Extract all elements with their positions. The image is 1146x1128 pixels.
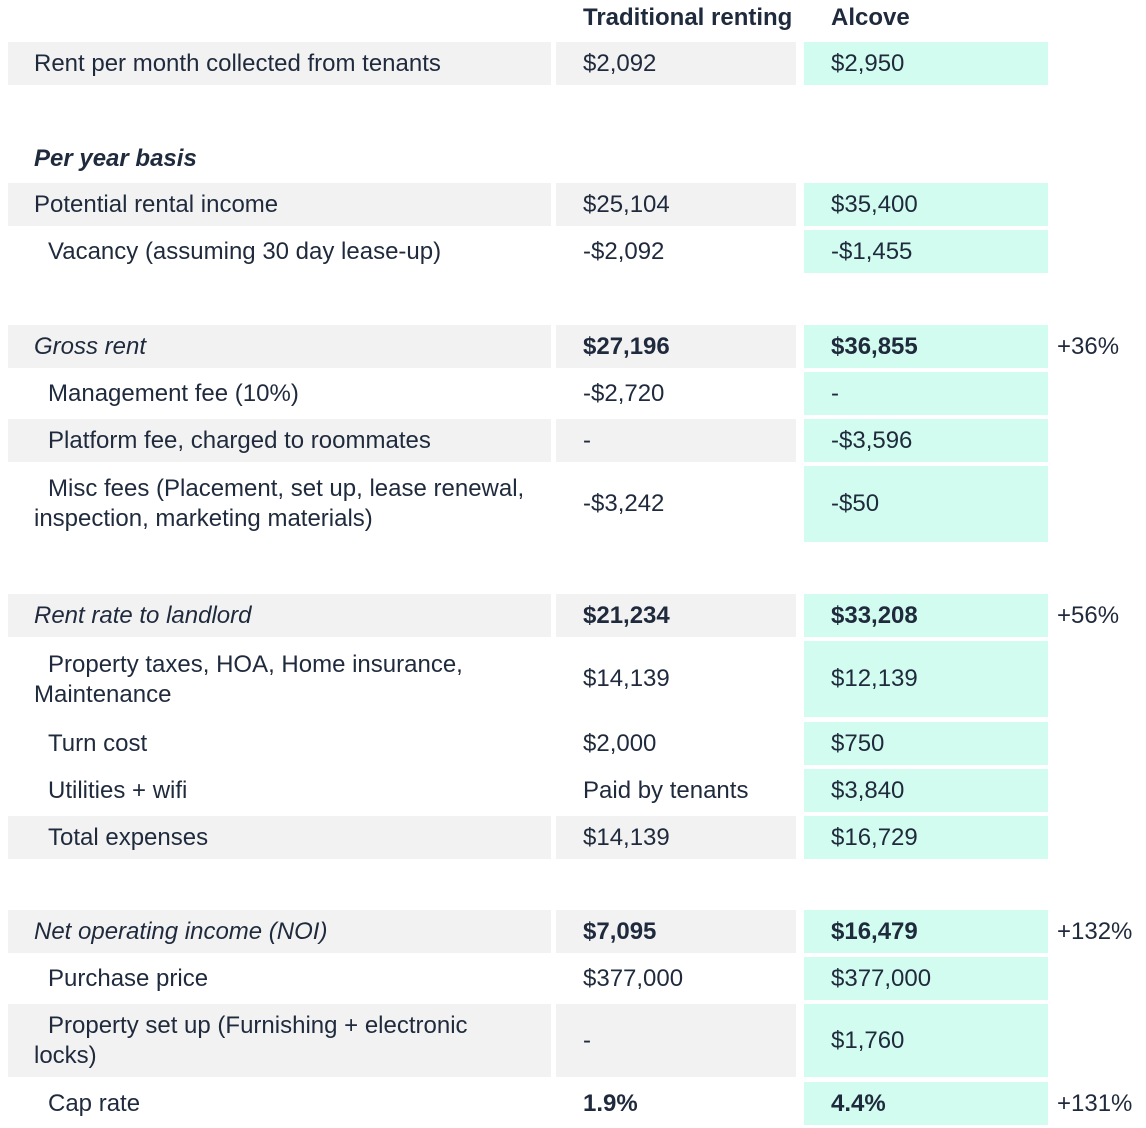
column-header-alcove: Alcove: [831, 4, 910, 31]
traditional-value: -$3,242: [583, 490, 665, 517]
row-label-line2: inspection, marketing materials): [34, 505, 373, 532]
row-label: Misc fees (Placement, set up, lease rene…: [8, 466, 551, 542]
alcove-value: $3,840: [804, 769, 1048, 812]
alcove-value: $33,208: [804, 594, 1048, 637]
row-label-line2: locks): [34, 1042, 97, 1069]
alcove-value: -$3,596: [804, 419, 1048, 462]
table-row-total-expenses: Total expenses $14,139 $16,729: [8, 816, 1138, 859]
row-label: Vacancy (assuming 30 day lease-up): [48, 237, 442, 265]
alcove-value: $35,400: [804, 183, 1048, 226]
table-row-noi: Net operating income (NOI) $7,095 $16,47…: [8, 910, 1138, 953]
row-label: Net operating income (NOI): [8, 910, 551, 953]
change-percent: +132%: [1057, 917, 1133, 945]
table-row-rent-per-month: Rent per month collected from tenants $2…: [8, 42, 1138, 85]
table-row-turn-cost: Turn cost $2,000 $750: [8, 722, 1138, 765]
row-label: Property taxes, HOA, Home insurance, Mai…: [8, 641, 551, 717]
row-label: Management fee (10%): [48, 379, 299, 407]
change-percent: +131%: [1057, 1089, 1133, 1117]
traditional-value: $14,139: [556, 816, 796, 859]
table-row-misc-fees: Misc fees (Placement, set up, lease rene…: [8, 466, 1138, 542]
row-label-line1: Property set up (Furnishing + electronic: [48, 1012, 468, 1039]
alcove-value: $36,855: [804, 325, 1048, 368]
table-row-gross-rent: Gross rent $27,196 $36,855 +36%: [8, 325, 1138, 368]
traditional-value: $2,092: [556, 42, 796, 85]
traditional-value: $14,139: [583, 665, 670, 692]
traditional-value: $25,104: [556, 183, 796, 226]
row-label: Gross rent: [8, 325, 551, 368]
traditional-value: -$2,092: [583, 237, 665, 265]
alcove-value: $377,000: [804, 957, 1048, 1000]
row-label: Platform fee, charged to roommates: [8, 419, 551, 462]
table-row-property-setup: Property set up (Furnishing + electronic…: [8, 1004, 1138, 1077]
row-label-line1: Property taxes, HOA, Home insurance,: [48, 651, 463, 678]
row-label-line1: Misc fees (Placement, set up, lease rene…: [48, 475, 525, 502]
alcove-value: $750: [804, 722, 1048, 765]
row-label: Turn cost: [48, 729, 148, 757]
table-row-property-taxes: Property taxes, HOA, Home insurance, Mai…: [8, 641, 1138, 717]
table-row-potential-income: Potential rental income $25,104 $35,400: [8, 183, 1138, 226]
alcove-value: $16,479: [804, 910, 1048, 953]
table-row-vacancy: Vacancy (assuming 30 day lease-up) -$2,0…: [8, 230, 1138, 273]
alcove-value: $2,950: [804, 42, 1048, 85]
alcove-value: $1,760: [804, 1004, 1048, 1077]
traditional-value: -: [556, 419, 796, 462]
row-label: Property set up (Furnishing + electronic…: [8, 1004, 551, 1077]
column-header-traditional: Traditional renting: [583, 4, 793, 31]
alcove-value: 4.4%: [804, 1082, 1048, 1125]
alcove-value: -$1,455: [804, 230, 1048, 273]
table-row-cap-rate: Cap rate 1.9% 4.4% +131%: [8, 1082, 1138, 1125]
table-row-platform-fee: Platform fee, charged to roommates - -$3…: [8, 419, 1138, 462]
change-percent: +56%: [1057, 601, 1120, 629]
alcove-value: $16,729: [804, 816, 1048, 859]
traditional-value: -$2,720: [583, 379, 665, 407]
row-label: Cap rate: [48, 1089, 141, 1117]
table-row-management-fee: Management fee (10%) -$2,720 -: [8, 372, 1138, 415]
section-title: Per year basis: [34, 145, 197, 172]
traditional-value: $21,234: [556, 594, 796, 637]
row-label: Utilities + wifi: [48, 776, 188, 804]
table-row-rent-to-landlord: Rent rate to landlord $21,234 $33,208 +5…: [8, 594, 1138, 637]
row-label: Purchase price: [48, 964, 209, 992]
traditional-value: Paid by tenants: [583, 776, 749, 804]
table-row-purchase-price: Purchase price $377,000 $377,000: [8, 957, 1138, 1000]
alcove-value: -: [804, 372, 1048, 415]
change-percent: +36%: [1057, 332, 1120, 360]
traditional-value: -: [556, 1004, 796, 1077]
row-label: Rent per month collected from tenants: [8, 42, 551, 85]
traditional-value: 1.9%: [583, 1089, 638, 1117]
row-label: Total expenses: [8, 816, 551, 859]
traditional-value: $377,000: [583, 964, 684, 992]
row-label: Rent rate to landlord: [8, 594, 551, 637]
alcove-value: -$50: [804, 466, 1048, 542]
traditional-value: $27,196: [556, 325, 796, 368]
table-row-utilities: Utilities + wifi Paid by tenants $3,840: [8, 769, 1138, 812]
traditional-value: $2,000: [583, 729, 657, 757]
alcove-value: $12,139: [804, 641, 1048, 717]
row-label-line2: Maintenance: [34, 681, 172, 708]
row-label: Potential rental income: [8, 183, 551, 226]
traditional-value: $7,095: [556, 910, 796, 953]
